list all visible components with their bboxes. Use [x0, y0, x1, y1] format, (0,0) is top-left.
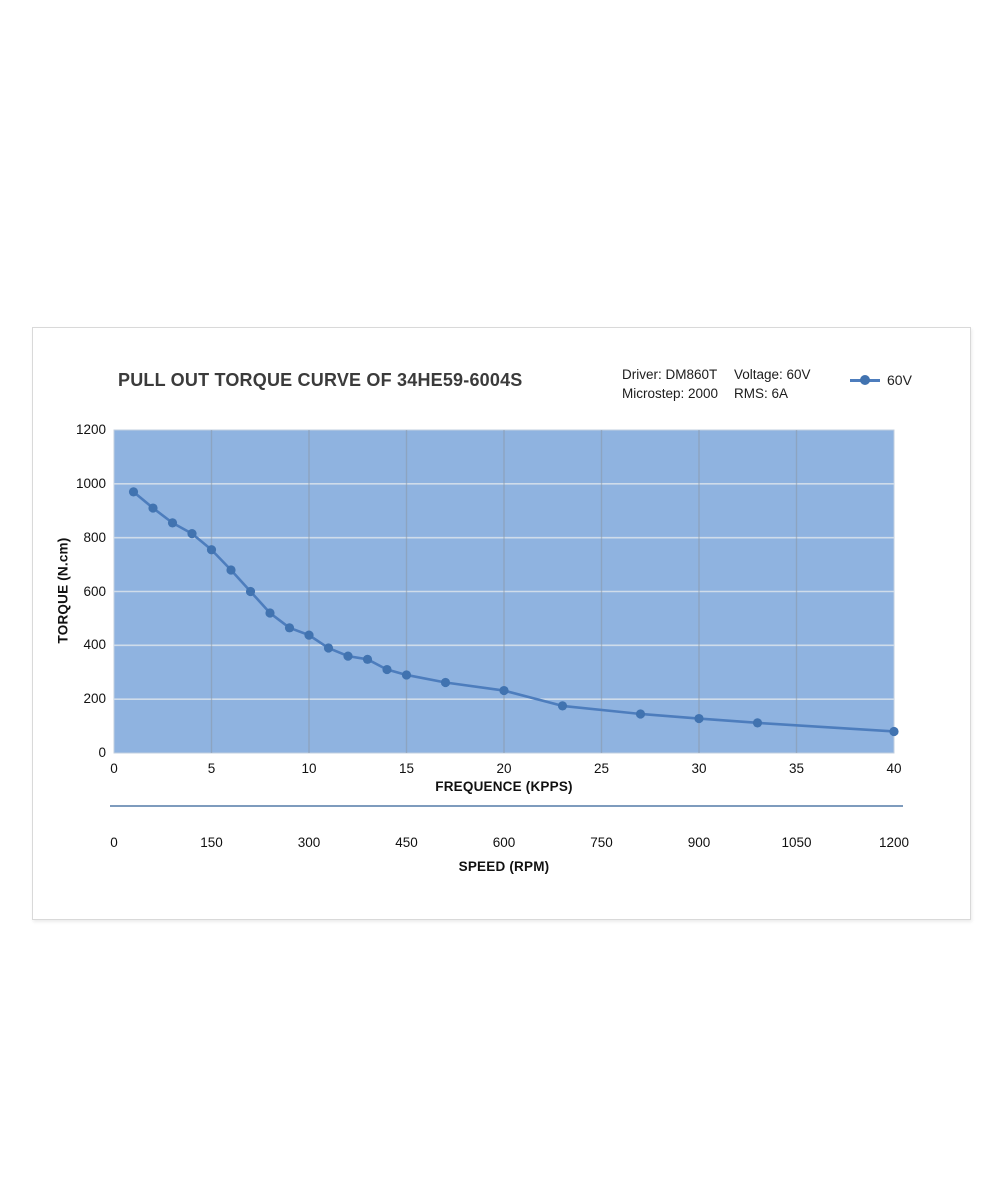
x-tick-label: 15 [398, 761, 415, 776]
torque-curve [132, 490, 896, 733]
data-point-marker [635, 709, 646, 719]
data-point-marker [148, 503, 158, 513]
speed-tick-label: 150 [200, 835, 223, 850]
secondary-axis-line [110, 805, 903, 807]
legend-line-marker-icon [850, 375, 880, 385]
data-point-marker [382, 664, 392, 675]
info-voltage: Voltage: 60V [734, 367, 811, 382]
y-tick-label: 1000 [75, 475, 106, 491]
speed-tick-label: 600 [492, 835, 516, 850]
data-point-marker [284, 623, 295, 633]
data-point-marker [323, 643, 334, 653]
x-tick-label: 35 [788, 761, 805, 776]
plot-area [113, 429, 899, 754]
data-point-marker [187, 529, 197, 539]
chart-title: PULL OUT TORQUE CURVE OF 34HE59-6004S [118, 370, 523, 390]
legend-dot-icon [860, 375, 870, 385]
data-point-marker [401, 670, 412, 680]
speed-tick-label: 0 [110, 835, 118, 850]
driver-info-block: Driver: DM860T Microstep: 2000 [622, 365, 718, 403]
data-point-marker [304, 630, 314, 640]
legend-label: 60V [887, 372, 912, 388]
data-point-marker [128, 487, 139, 497]
speed-tick-label: 300 [297, 835, 321, 850]
speed-tick-label: 1050 [781, 835, 812, 850]
data-point-marker [752, 718, 763, 728]
y-tick-label: 400 [83, 637, 106, 653]
data-point-marker [206, 545, 217, 555]
speed-tick-label: 1200 [878, 835, 910, 850]
data-point-marker [694, 713, 704, 724]
data-point-marker [362, 654, 373, 664]
info-driver: Driver: DM860T [622, 367, 718, 382]
y-tick-label: 800 [83, 529, 106, 545]
y-tick-label: 1200 [75, 422, 106, 437]
y-tick-label: 600 [83, 583, 106, 599]
data-point-marker [226, 565, 236, 575]
x-axis-title: FREQUENCE (KPPS) [435, 779, 573, 794]
power-info-block: Voltage: 60V RMS: 6A [734, 365, 811, 403]
data-point-marker [889, 726, 899, 737]
x-tick-label: 5 [207, 761, 216, 776]
speed-tick-label: 900 [687, 835, 711, 850]
info-microstep: Microstep: 2000 [622, 386, 719, 401]
data-point-marker [440, 677, 451, 688]
x-tick-label: 10 [301, 761, 317, 776]
data-point-marker [167, 518, 178, 528]
legend: 60V [850, 371, 912, 389]
x-tick-label: 0 [110, 761, 118, 776]
x-tick-label: 40 [886, 761, 902, 776]
data-point-marker [499, 685, 509, 696]
data-point-marker [557, 701, 568, 711]
data-point-marker [265, 608, 275, 618]
y-tick-label: 200 [83, 691, 106, 707]
y-tick-label: 0 [98, 745, 106, 760]
x-tick-label: 30 [691, 761, 707, 776]
speed-tick-label: 750 [590, 835, 613, 850]
info-rms: RMS: 6A [734, 386, 789, 401]
data-point-marker [245, 586, 256, 597]
speed-tick-label: 450 [395, 835, 418, 850]
x-tick-label: 20 [496, 761, 512, 776]
speed-axis-title: SPEED (RPM) [458, 859, 550, 874]
data-point-marker [343, 651, 353, 661]
x-tick-label: 25 [593, 761, 610, 776]
